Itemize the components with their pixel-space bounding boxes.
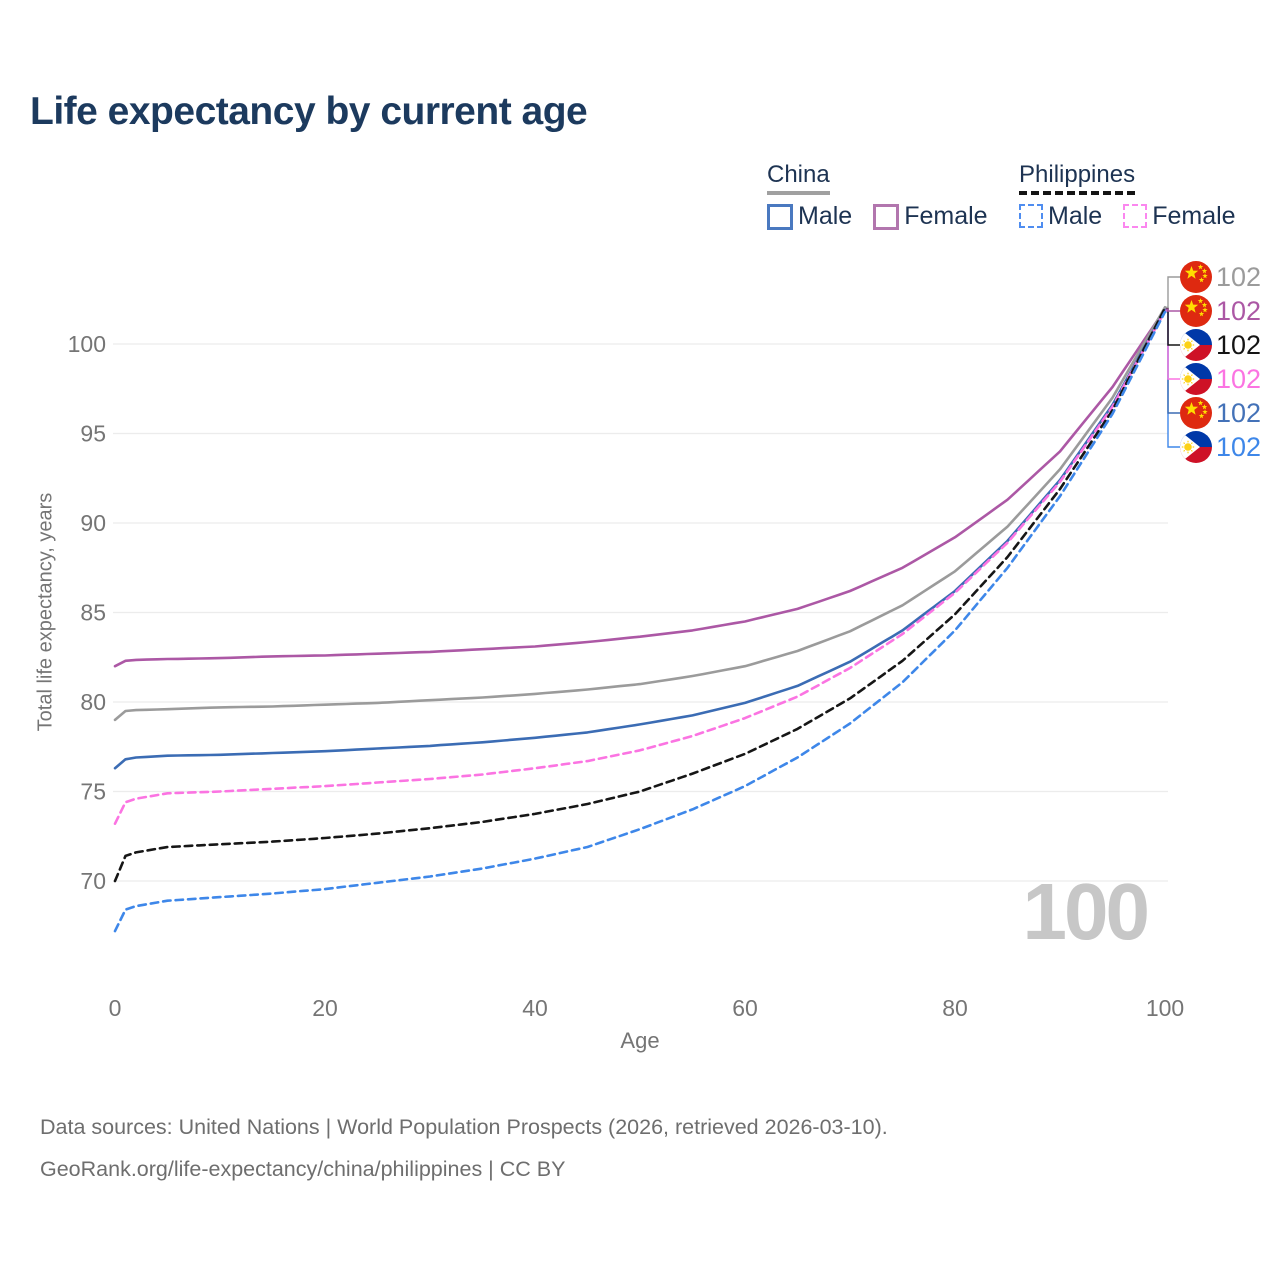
series-line-ph-male [113,310,1167,933]
y-tick-label: 75 [80,779,106,805]
y-tick-label: 85 [80,600,106,626]
y-gridlines [113,343,1168,882]
y-tick-label: 70 [80,868,106,894]
y-tick-label: 80 [80,689,106,715]
legend-swatch-philippines-male[interactable] [1019,204,1043,229]
footer-data-sources: Data sources: United Nations | World Pop… [40,1115,888,1139]
legend-group-china: China Male Female [767,161,1009,230]
x-axis-title: Age [620,1028,660,1053]
legend-swatch-china-male[interactable] [767,203,793,230]
legend-group-philippines: Philippines Male Female [1019,161,1257,229]
x-tick-label: 40 [522,995,548,1021]
end-label-value: 102 [1216,262,1261,292]
legend-label-china-male[interactable]: Male [798,202,853,231]
china-flag-icon [1180,261,1212,293]
legend-swatch-philippines-female[interactable] [1123,204,1148,229]
philippines-flag-icon [1180,329,1212,361]
china-flag-icon [1180,397,1212,429]
legend-label-philippines-female[interactable]: Female [1152,201,1236,230]
page-title: Life expectancy by current age [30,90,588,133]
y-tick-label: 100 [68,331,106,357]
legend-label-china-female[interactable]: Female [904,202,988,231]
series-line-ph-female [113,309,1167,825]
philippines-flag-icon [1180,363,1212,395]
end-label-value: 102 [1216,432,1261,462]
leader-line-cn-female [1166,308,1180,312]
x-tick-label: 0 [109,995,122,1021]
end-label-value: 102 [1216,330,1261,360]
footer-attribution: GeoRank.org/life-expectancy/china/philip… [40,1157,566,1181]
legend-label-philippines-male[interactable]: Male [1048,201,1103,230]
china-flag-icon [1180,295,1212,327]
footer: Data sources: United Nations | World Pop… [40,1106,888,1190]
legend-swatch-china-female[interactable] [873,203,900,230]
series-lines [113,306,1167,933]
series-line-cn-total [113,306,1167,722]
end-label-value: 102 [1216,296,1261,326]
x-tick-label: 80 [942,995,968,1021]
end-label-value: 102 [1216,398,1261,428]
philippines-flag-icon [1180,431,1212,463]
x-tick-labels: 0 20 40 60 80 100 [109,995,1185,1021]
series-line-cn-female [113,307,1167,668]
y-tick-label: 90 [80,510,106,536]
leader-line-cn-total [1166,276,1180,308]
legend-heading-philippines[interactable]: Philippines [1019,161,1136,195]
series-line-cn-male [113,308,1167,770]
leader-line-ph-total [1166,307,1180,346]
legend-row-philippines: Male Female [1019,201,1257,230]
end-label-value: 102 [1216,364,1261,394]
legend-row-china: Male Female [767,202,1009,231]
x-tick-label: 60 [732,995,758,1021]
end-label-connectors [1166,276,1180,448]
age-counter-watermark: 100 [1022,867,1150,956]
end-label-flags: 102 102 102 102 102 102 [1180,261,1261,463]
series-line-ph-total [113,306,1167,883]
x-tick-label: 100 [1146,995,1184,1021]
y-tick-label: 95 [80,421,106,447]
legend-heading-china[interactable]: China [767,161,830,195]
x-tick-label: 20 [312,995,338,1021]
y-tick-labels: 70 75 80 85 90 95 100 [68,331,106,894]
